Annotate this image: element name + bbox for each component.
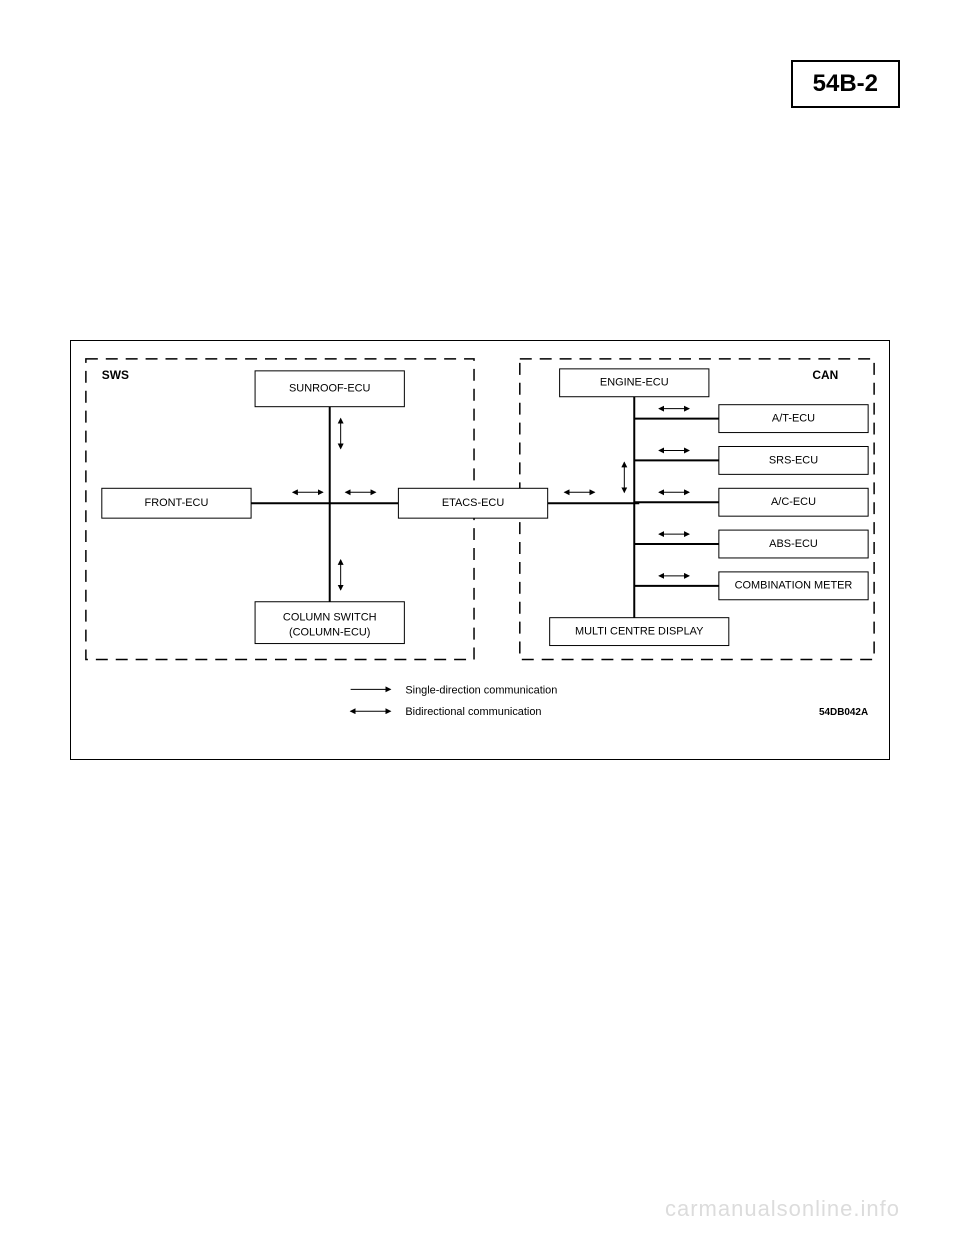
- svg-text:SRS-ECU: SRS-ECU: [769, 454, 818, 466]
- diagram-svg: SWS CAN SUNROOF-ECU: [71, 341, 889, 759]
- legend-single-label: Single-direction communication: [405, 684, 557, 696]
- legend-bi-label: Bidirectional communication: [405, 706, 541, 718]
- sws-can-diagram: SWS CAN SUNROOF-ECU: [70, 340, 890, 760]
- node-abs: ABS-ECU: [719, 530, 868, 558]
- node-at: A/T-ECU: [719, 405, 868, 433]
- svg-text:COLUMN SWITCH: COLUMN SWITCH: [283, 612, 377, 624]
- diagram-code: 54DB042A: [819, 707, 868, 718]
- svg-text:ETACS-ECU: ETACS-ECU: [442, 497, 504, 509]
- can-label: CAN: [812, 368, 838, 382]
- node-ac: A/C-ECU: [719, 488, 868, 516]
- svg-text:(COLUMN-ECU): (COLUMN-ECU): [289, 626, 370, 638]
- svg-text:MULTI CENTRE DISPLAY: MULTI CENTRE DISPLAY: [575, 626, 704, 638]
- node-multi: MULTI CENTRE DISPLAY: [550, 618, 729, 646]
- svg-text:A/C-ECU: A/C-ECU: [771, 496, 816, 508]
- node-sunroof: SUNROOF-ECU: [255, 371, 404, 407]
- legend: Single-direction communication Bidirecti…: [351, 684, 558, 718]
- svg-text:A/T-ECU: A/T-ECU: [772, 413, 815, 425]
- node-engine: ENGINE-ECU: [560, 369, 709, 397]
- node-column: COLUMN SWITCH (COLUMN-ECU): [255, 602, 404, 644]
- page-number: 54B-2: [791, 60, 900, 108]
- node-etacs: ETACS-ECU: [398, 488, 547, 518]
- node-srs: SRS-ECU: [719, 446, 868, 474]
- node-combi: COMBINATION METER: [719, 572, 868, 600]
- node-front: FRONT-ECU: [102, 488, 251, 518]
- watermark: carmanualsonline.info: [665, 1196, 900, 1222]
- svg-text:ABS-ECU: ABS-ECU: [769, 538, 818, 550]
- svg-text:SUNROOF-ECU: SUNROOF-ECU: [289, 383, 371, 395]
- svg-text:FRONT-ECU: FRONT-ECU: [145, 497, 209, 509]
- svg-text:ENGINE-ECU: ENGINE-ECU: [600, 377, 669, 389]
- sws-label: SWS: [102, 368, 129, 382]
- svg-text:COMBINATION METER: COMBINATION METER: [735, 580, 853, 592]
